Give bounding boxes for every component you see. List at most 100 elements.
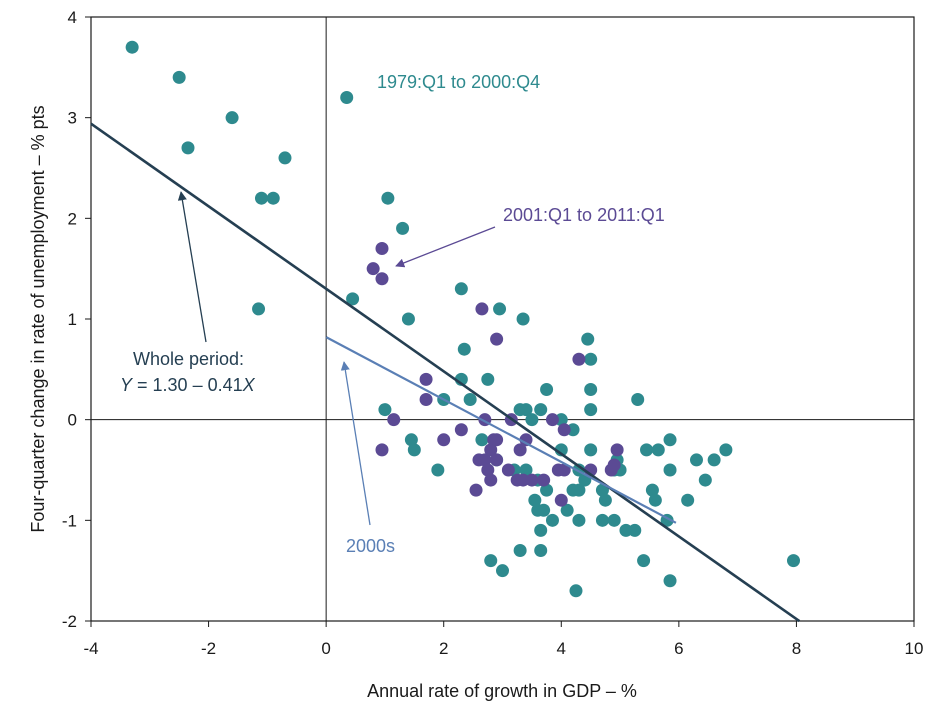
data-point-2001-2011	[484, 443, 498, 457]
data-point-1979-2000	[572, 483, 586, 497]
series-1979-2000-points	[125, 40, 800, 598]
data-point-1979-2000	[534, 523, 548, 537]
data-point-2001-2011	[469, 483, 483, 497]
data-point-1979-2000	[598, 493, 612, 507]
data-point-1979-2000	[545, 513, 559, 527]
data-point-1979-2000	[381, 191, 395, 205]
data-point-1979-2000	[537, 503, 551, 517]
data-point-1979-2000	[528, 493, 542, 507]
equation-body: = 1.30 – 0.41	[132, 375, 243, 395]
data-point-1979-2000	[493, 302, 507, 316]
data-point-2001-2011	[557, 463, 571, 477]
data-point-1979-2000	[651, 443, 665, 457]
data-point-1979-2000	[404, 433, 418, 447]
x-tick-label: 2	[439, 639, 448, 658]
data-point-1979-2000	[513, 544, 527, 558]
data-point-2001-2011	[513, 443, 527, 457]
data-point-2001-2011	[375, 443, 389, 457]
data-point-1979-2000	[396, 221, 410, 235]
data-point-2001-2011	[610, 443, 624, 457]
data-point-2001-2011	[525, 473, 539, 487]
data-point-1979-2000	[475, 433, 489, 447]
data-point-2001-2011	[375, 272, 389, 286]
data-point-1979-2000	[378, 403, 392, 417]
data-point-1979-2000	[640, 443, 654, 457]
y-axis-ticks: -2 -1 0 1 2 3 4	[62, 8, 91, 631]
y-tick-label: 0	[68, 411, 77, 430]
x-tick-label: 0	[321, 639, 330, 658]
whole-period-fit-line	[90, 122, 801, 623]
data-point-2001-2011	[484, 473, 498, 487]
data-point-1979-2000	[584, 352, 598, 366]
data-point-1979-2000	[631, 393, 645, 407]
y-tick-label: 2	[68, 209, 77, 228]
x-tick-label: 6	[674, 639, 683, 658]
data-point-1979-2000	[645, 483, 659, 497]
data-point-2001-2011	[387, 413, 401, 427]
data-point-1979-2000	[540, 483, 554, 497]
data-point-2001-2011	[607, 458, 621, 472]
data-point-1979-2000	[172, 70, 186, 84]
data-point-1979-2000	[516, 312, 530, 326]
data-point-1979-2000	[595, 483, 609, 497]
y-tick-label: 3	[68, 109, 77, 128]
data-point-1979-2000	[463, 393, 477, 407]
data-point-1979-2000	[484, 554, 498, 568]
x-tick-label: 10	[905, 639, 924, 658]
data-point-2001-2011	[437, 433, 451, 447]
data-point-1979-2000	[681, 493, 695, 507]
equation-y-var: Y	[120, 375, 134, 395]
data-point-2001-2011	[475, 302, 489, 316]
x-axis-title: Annual rate of growth in GDP – %	[367, 681, 637, 701]
data-point-2001-2011	[557, 423, 571, 437]
y-axis-title: Four-quarter change in rate of unemploym…	[28, 105, 48, 532]
data-point-1979-2000	[581, 332, 595, 346]
x-tick-label: 8	[792, 639, 801, 658]
data-point-2001-2011	[545, 413, 559, 427]
data-point-1979-2000	[637, 554, 651, 568]
label-2000s: 2000s	[346, 536, 395, 556]
data-point-1979-2000	[663, 463, 677, 477]
data-point-2001-2011	[478, 453, 492, 467]
data-point-1979-2000	[278, 151, 292, 165]
data-point-1979-2000	[584, 403, 598, 417]
data-point-1979-2000	[481, 372, 495, 386]
data-point-1979-2000	[454, 282, 468, 296]
series-2001-2011-arrow	[395, 226, 496, 268]
plot-frame	[90, 16, 915, 622]
data-point-2001-2011	[490, 433, 504, 447]
data-point-2001-2011	[501, 463, 515, 477]
data-point-1979-2000	[572, 513, 586, 527]
whole-period-equation: Y = 1.30 – 0.41X	[120, 375, 256, 395]
data-point-1979-2000	[340, 91, 354, 105]
data-point-1979-2000	[628, 523, 642, 537]
arrow-2000s	[340, 361, 371, 526]
data-point-1979-2000	[496, 564, 509, 578]
data-point-2001-2011	[572, 352, 586, 366]
series-1979-2000-label: 1979:Q1 to 2000:Q4	[377, 72, 540, 92]
x-tick-label: -4	[83, 639, 98, 658]
data-point-1979-2000	[254, 191, 268, 205]
data-point-1979-2000	[719, 443, 733, 457]
y-tick-label: -2	[62, 612, 77, 631]
whole-period-arrow	[177, 191, 207, 343]
data-point-1979-2000	[663, 574, 677, 588]
data-point-1979-2000	[595, 513, 609, 527]
data-point-2001-2011	[419, 393, 433, 407]
whole-period-label: Whole period:	[133, 349, 244, 369]
data-point-1979-2000	[607, 513, 621, 527]
data-point-1979-2000	[707, 453, 721, 467]
data-point-1979-2000	[569, 584, 583, 598]
data-point-1979-2000	[534, 403, 548, 417]
data-point-2001-2011	[419, 372, 433, 386]
data-point-1979-2000	[648, 493, 662, 507]
data-point-1979-2000	[519, 403, 533, 417]
data-point-1979-2000	[525, 413, 539, 427]
x-axis-ticks: -4 -2 0 2 4 6 8 10	[83, 621, 923, 658]
data-point-1979-2000	[560, 503, 574, 517]
x-tick-label: -2	[201, 639, 216, 658]
data-point-2001-2011	[537, 473, 551, 487]
data-point-1979-2000	[225, 111, 239, 125]
data-point-2001-2011	[481, 463, 495, 477]
